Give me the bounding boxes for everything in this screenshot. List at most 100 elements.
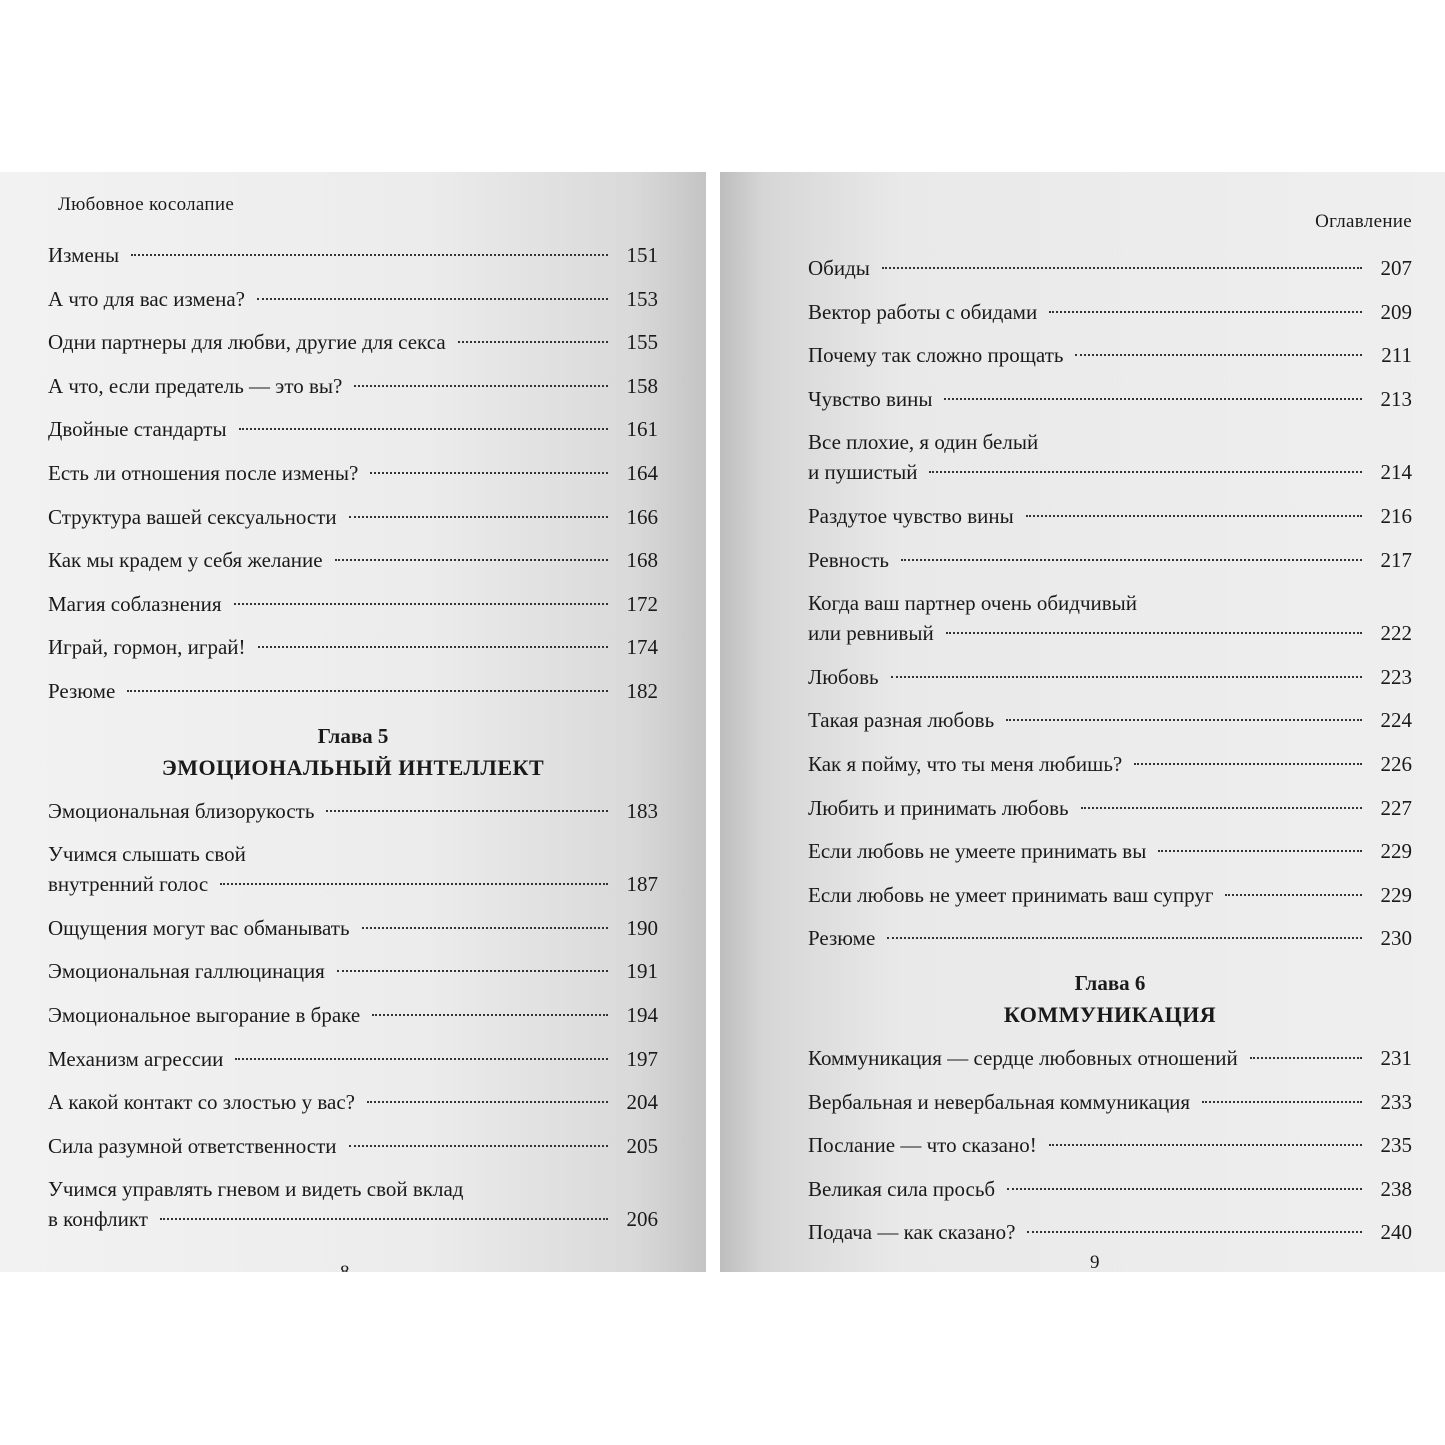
dot-leader (131, 254, 608, 256)
dot-leader (1048, 1144, 1362, 1147)
toc-entry: Структура вашей сексуальности 166 (48, 502, 658, 532)
entry-title-line: А что, если предатель — это вы? (48, 373, 343, 398)
entry-row: Любовь 223 (808, 662, 1412, 692)
dot-leader (900, 558, 1362, 561)
entry-row: Как мы крадем у себя желание 168 (48, 545, 658, 575)
dot-leader (1025, 514, 1362, 517)
dot-leader (881, 267, 1362, 269)
toc-entry: Вербальная и невербальная коммуникация 23… (808, 1087, 1412, 1117)
toc-entry: Двойные стандарты 161 (48, 414, 658, 444)
entry-row: Чувство вины 213 (808, 384, 1412, 414)
entry-row: Обиды 207 (808, 253, 1412, 283)
entry-row: Сила разумной ответственности 205 (48, 1131, 658, 1161)
toc-entry: Великая сила просьб 238 (808, 1174, 1412, 1204)
entry-page: 217 (1380, 547, 1413, 572)
toc-entry: Магия соблазнения 172 (48, 589, 658, 619)
toc-entry: Учимся управлять гневом и видеть свой вк… (48, 1174, 658, 1234)
toc-entry: Ощущения могут вас обманывать 190 (48, 913, 658, 943)
entry-page: 231 (1380, 1045, 1413, 1070)
entry-page: 233 (1380, 1089, 1413, 1114)
chapter-title: ЭМОЦИОНАЛЬНЫЙ ИНТЕЛЛЕКТ (161, 754, 545, 780)
dot-leader (220, 883, 608, 886)
entry-title-line: Играй, гормон, играй! (48, 635, 246, 660)
dot-leader (1007, 1187, 1362, 1190)
toc-entry: А что для вас измена? 153 (48, 284, 658, 314)
entry-page: 190 (626, 915, 659, 940)
entry-row: Послание — что сказано! 235 (808, 1130, 1412, 1160)
entry-row: Эмоциональная близорукость 183 (48, 796, 658, 826)
entry-title-line: Любить и принимать любовь (808, 795, 1069, 820)
toc-entry: Эмоциональная близорукость 183 (48, 796, 658, 826)
toc-entry: Послание — что сказано! 235 (808, 1130, 1412, 1160)
dot-leader (887, 937, 1362, 940)
entry-title-line: и пушистый (808, 460, 918, 485)
toc-entry: Как я пойму, что ты меня любишь? 226 (808, 749, 1412, 779)
entry-title-line: Подача — как сказано? (808, 1220, 1016, 1245)
entry-page: 161 (626, 417, 659, 442)
entry-title-line: Когда ваш партнер очень обидчивый (808, 591, 1138, 616)
toc-entry: Любить и принимать любовь 227 (808, 793, 1412, 823)
dot-leader (127, 689, 608, 692)
entry-row: Эмоциональное выгорание в браке 194 (48, 1000, 658, 1030)
entry-row: в конфликт 206 (48, 1204, 658, 1234)
entry-title-line: Ощущения могут вас обманывать (48, 915, 350, 940)
dot-leader (1249, 1056, 1362, 1059)
entry-title-line: Измены (48, 243, 120, 267)
chapter-title: КОММУНИКАЦИЯ (1003, 1001, 1217, 1027)
dot-leader (159, 1218, 608, 1221)
entry-row: Почему так сложно прощать 211 (808, 340, 1412, 370)
entry-title-line: Ревность (808, 547, 889, 572)
entry-row: Великая сила просьб 238 (808, 1174, 1412, 1204)
entry-row: Структура вашей сексуальности 166 (48, 502, 658, 532)
dot-leader (238, 428, 608, 431)
entry-page: 182 (626, 678, 659, 703)
dot-leader (348, 515, 608, 518)
dot-leader (334, 559, 608, 562)
entry-page: 224 (1380, 708, 1413, 733)
toc-entry: Подача — как сказано? 240 (808, 1217, 1412, 1247)
entry-page: 223 (1380, 664, 1413, 689)
toc-entry: А какой контакт со злостью у вас? 204 (48, 1087, 658, 1117)
entry-row: внутренний голос 187 (48, 869, 658, 899)
entry-title-line: Обиды (808, 256, 870, 280)
entry-title-line: Послание — что сказано! (808, 1133, 1037, 1158)
entry-row: или ревнивый 222 (808, 618, 1412, 648)
toc-entry: Играй, гормон, играй! 174 (48, 632, 658, 662)
entry-row: Если любовь не умеет принимать ваш супру… (808, 880, 1412, 910)
toc-entry: Механизм агрессии 197 (48, 1044, 658, 1074)
entry-row: Эмоциональная галлюцинация 191 (48, 956, 658, 986)
entry-page: 207 (1380, 256, 1413, 280)
entry-page: 209 (1380, 299, 1413, 324)
toc-entry: Раздутое чувство вины 216 (808, 501, 1412, 531)
dot-leader (348, 1144, 608, 1147)
toc-entry: Измены 151 (48, 240, 658, 270)
entry-row: Есть ли отношения после измены? 164 (48, 458, 658, 488)
dot-leader (890, 675, 1362, 678)
page-number: 8 (340, 1262, 350, 1272)
dot-leader (1134, 762, 1362, 765)
toc-entry: Все плохие, я один белый и пушистый 214 (808, 427, 1412, 487)
entry-row: Механизм агрессии 197 (48, 1044, 658, 1074)
toc-entry: Чувство вины 213 (808, 384, 1412, 414)
toc-entry: Сила разумной ответственности 205 (48, 1131, 658, 1161)
dot-leader (1080, 806, 1362, 809)
dot-leader (1225, 893, 1362, 896)
entry-page: 183 (626, 798, 659, 823)
entry-page: 166 (626, 504, 659, 529)
entry-row: Коммуникация — сердце любовных отношений… (808, 1043, 1412, 1073)
left-page: Любовное косолапие Измены 151 А что для ва… (0, 172, 706, 1272)
entry-title-line: Вектор работы с обидами (808, 299, 1038, 324)
dot-leader (370, 471, 608, 474)
toc-entry: Такая разная любовь 224 (808, 705, 1412, 735)
entry-page: 205 (626, 1133, 659, 1158)
entry-title-line: Если любовь не умеет принимать ваш супру… (808, 882, 1214, 907)
running-head: Любовное косолапие (58, 194, 235, 215)
dot-leader (929, 471, 1362, 474)
entry-title-line: Двойные стандарты (48, 417, 227, 442)
entry-title-line: Почему так сложно прощать (808, 343, 1064, 368)
dot-leader (233, 602, 608, 605)
entry-page: 168 (626, 548, 659, 573)
toc-entry: Если любовь не умеет принимать ваш супру… (808, 880, 1412, 910)
entry-title-line: Коммуникация — сердце любовных отношений (808, 1045, 1238, 1070)
toc-entry: Резюме 230 (808, 923, 1412, 953)
